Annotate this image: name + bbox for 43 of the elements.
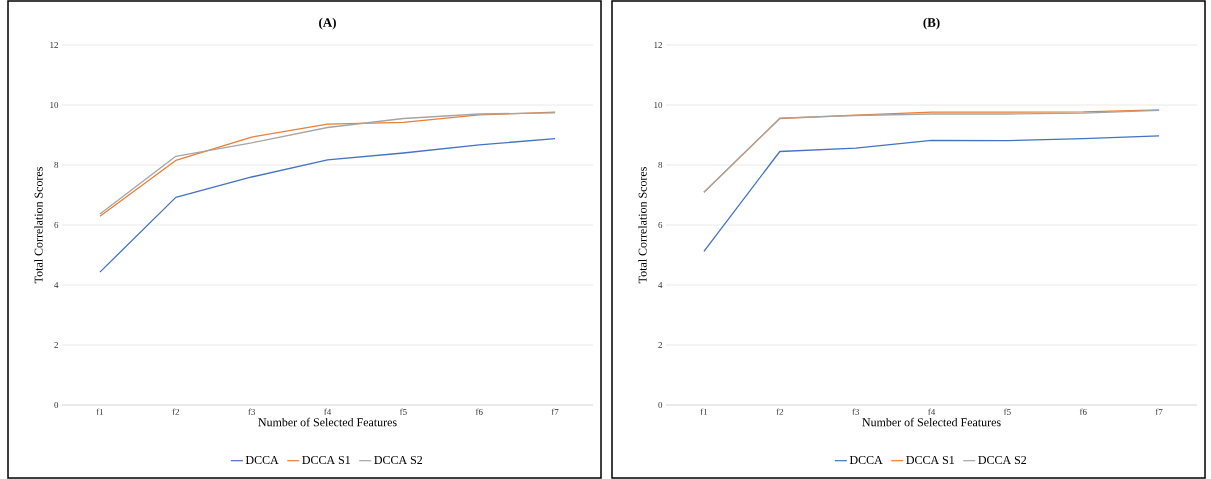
x-axis-title: Number of Selected Features — [258, 417, 397, 427]
x-axis-title: Number of Selected Features — [862, 417, 1001, 427]
legend-label: DCCA — [245, 455, 279, 465]
line-series — [99, 137, 556, 273]
y-tick-label: 8 — [54, 161, 59, 169]
y-tick-label: 4 — [54, 282, 59, 288]
x-tick-label: f4 — [928, 408, 936, 415]
y-tick-label: 12 — [654, 42, 662, 48]
x-tick-label: f2 — [776, 408, 784, 415]
x-tick-label: f6 — [1079, 408, 1087, 415]
x-tick-label: f4 — [324, 408, 332, 415]
y-tick-label: 0 — [54, 401, 59, 409]
legend-label: DCCA — [849, 455, 883, 465]
legend-label: DCCA S2 — [978, 455, 1027, 465]
chart-title: (B) — [923, 17, 940, 30]
y-tick-label: 4 — [658, 282, 663, 288]
y-tick-label: 6 — [658, 221, 663, 229]
x-tick-label: f3 — [852, 408, 860, 415]
x-tick-label: f5 — [1003, 408, 1011, 415]
x-tick-label: f6 — [475, 408, 483, 415]
chart-title: (A) — [319, 17, 336, 30]
x-tick-label: f1 — [700, 408, 708, 415]
y-tick-label: 12 — [50, 42, 58, 48]
y-tick-label: 2 — [54, 342, 58, 348]
y-tick-label: 10 — [654, 101, 663, 109]
line-series — [703, 135, 1160, 253]
x-tick-label: f7 — [551, 408, 559, 415]
legend-label: DCCA S2 — [374, 455, 423, 465]
line-series — [703, 109, 1160, 193]
x-tick-label: f2 — [172, 408, 180, 415]
legend-label: DCCA S1 — [302, 455, 350, 465]
y-axis-title: Total Correlation Scores — [34, 167, 43, 284]
x-tick-label: f3 — [248, 408, 256, 415]
legend-label: DCCA S1 — [906, 455, 954, 465]
y-tick-label: 8 — [658, 161, 663, 169]
x-tick-label: f7 — [1155, 408, 1163, 415]
y-tick-label: 0 — [658, 401, 663, 409]
x-tick-label: f5 — [399, 408, 407, 415]
x-tick-label: f1 — [96, 408, 104, 415]
y-tick-label: 10 — [50, 101, 59, 109]
y-axis-title: Total Correlation Scores — [638, 167, 647, 284]
y-tick-label: 2 — [658, 342, 662, 348]
y-tick-label: 6 — [54, 221, 59, 229]
